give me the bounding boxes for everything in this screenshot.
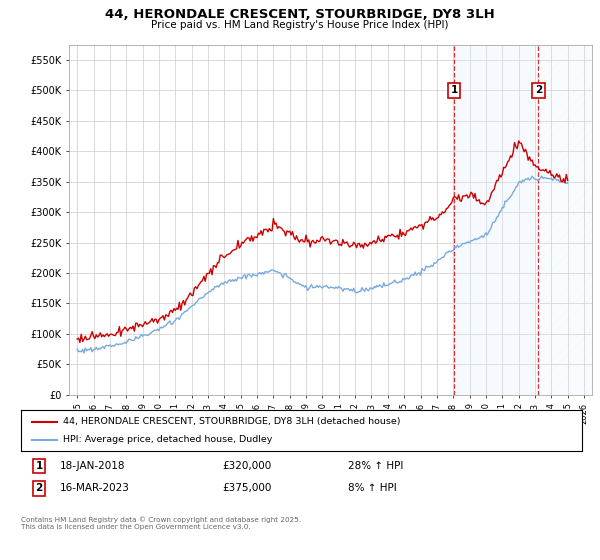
Text: 44, HERONDALE CRESCENT, STOURBRIDGE, DY8 3LH (detached house): 44, HERONDALE CRESCENT, STOURBRIDGE, DY8… — [63, 417, 401, 426]
Text: HPI: Average price, detached house, Dudley: HPI: Average price, detached house, Dudl… — [63, 435, 272, 444]
Bar — [538, 45, 592, 395]
Text: Contains HM Land Registry data © Crown copyright and database right 2025.
This d: Contains HM Land Registry data © Crown c… — [21, 516, 301, 530]
Text: £375,000: £375,000 — [222, 483, 271, 493]
Text: 2: 2 — [35, 483, 43, 493]
Text: 28% ↑ HPI: 28% ↑ HPI — [348, 461, 403, 471]
Text: Price paid vs. HM Land Registry's House Price Index (HPI): Price paid vs. HM Land Registry's House … — [151, 20, 449, 30]
Text: 1: 1 — [451, 85, 458, 95]
Text: 16-MAR-2023: 16-MAR-2023 — [60, 483, 130, 493]
Text: 44, HERONDALE CRESCENT, STOURBRIDGE, DY8 3LH: 44, HERONDALE CRESCENT, STOURBRIDGE, DY8… — [105, 8, 495, 21]
Text: 18-JAN-2018: 18-JAN-2018 — [60, 461, 125, 471]
Text: £320,000: £320,000 — [222, 461, 271, 471]
Text: 2: 2 — [535, 85, 542, 95]
Text: 1: 1 — [35, 461, 43, 471]
Bar — [454, 45, 538, 395]
Text: 8% ↑ HPI: 8% ↑ HPI — [348, 483, 397, 493]
